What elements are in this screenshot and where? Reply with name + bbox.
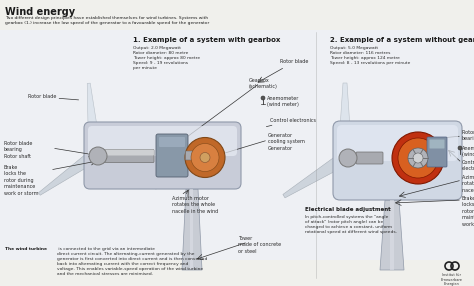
FancyBboxPatch shape [84, 122, 241, 189]
Text: Rotor blade
bearing
Rotor shaft: Rotor blade bearing Rotor shaft [4, 141, 32, 159]
Polygon shape [190, 189, 193, 270]
Text: Output: 5.0 Megawatt
Rotor diameter: 116 metres
Tower height: approx 124 metre
S: Output: 5.0 Megawatt Rotor diameter: 116… [330, 46, 410, 65]
FancyBboxPatch shape [185, 151, 207, 160]
Text: Two different design principles have established themselves for wind turbines. S: Two different design principles have est… [5, 16, 209, 25]
Polygon shape [338, 83, 352, 158]
FancyBboxPatch shape [429, 140, 445, 148]
FancyBboxPatch shape [333, 121, 462, 200]
Polygon shape [38, 150, 99, 195]
Text: Institut für
Erneuerbare
Energien: Institut für Erneuerbare Energien [441, 273, 463, 286]
Polygon shape [87, 83, 101, 156]
Text: Azimuth motor
rotates the whole
nacelle in the wind: Azimuth motor rotates the whole nacelle … [172, 196, 218, 214]
Text: Azimuth motor
rotates the whole
nacelle in the wind: Azimuth motor rotates the whole nacelle … [462, 175, 474, 193]
Text: is connected to the grid via an intermediate
direct current circuit. The alterna: is connected to the grid via an intermed… [57, 247, 207, 276]
Circle shape [261, 96, 265, 100]
FancyBboxPatch shape [159, 137, 185, 147]
Text: Rotor blade
bearing: Rotor blade bearing [462, 130, 474, 141]
Text: Rotor blade: Rotor blade [28, 94, 79, 100]
FancyBboxPatch shape [97, 150, 154, 162]
Text: Rotor blade: Rotor blade [280, 59, 309, 64]
Text: Control
electronics: Control electronics [462, 160, 474, 171]
Polygon shape [182, 189, 202, 270]
Text: Anemometer
(wind meter): Anemometer (wind meter) [462, 146, 474, 157]
Text: Wind energy: Wind energy [5, 7, 75, 17]
Polygon shape [380, 200, 404, 270]
Circle shape [458, 146, 462, 150]
Text: 2. Example of a system without gearbox: 2. Example of a system without gearbox [330, 37, 474, 43]
Text: Control electronics: Control electronics [266, 118, 316, 127]
Text: In pitch-controlled systems the "angle
of attack" (rotor pitch angle) can be
cha: In pitch-controlled systems the "angle o… [305, 215, 397, 234]
Circle shape [392, 132, 444, 184]
Text: Anemometer
(wind meter): Anemometer (wind meter) [267, 96, 300, 108]
FancyBboxPatch shape [337, 125, 458, 161]
Polygon shape [390, 200, 394, 270]
Polygon shape [283, 152, 349, 198]
Polygon shape [92, 149, 157, 189]
Circle shape [191, 144, 219, 172]
FancyBboxPatch shape [156, 134, 188, 177]
Circle shape [89, 147, 107, 165]
Text: Electrical blade adjustment: Electrical blade adjustment [305, 207, 391, 212]
Circle shape [408, 148, 428, 168]
Circle shape [185, 138, 225, 178]
Text: Gearbox
(schematic): Gearbox (schematic) [249, 78, 278, 90]
FancyBboxPatch shape [88, 126, 237, 156]
Polygon shape [341, 152, 409, 196]
FancyBboxPatch shape [97, 150, 154, 156]
Text: Output: 2.0 Megawatt
Rotor diameter: 80 metre
Tower height: approx 80 metre
Spee: Output: 2.0 Megawatt Rotor diameter: 80 … [133, 46, 200, 70]
FancyBboxPatch shape [427, 137, 447, 167]
FancyBboxPatch shape [356, 152, 383, 164]
Text: Generator
cooling system
Generator: Generator cooling system Generator [268, 133, 305, 151]
Text: 1. Example of a system with gearbox: 1. Example of a system with gearbox [133, 37, 281, 43]
Circle shape [413, 153, 423, 163]
FancyBboxPatch shape [0, 30, 474, 260]
Circle shape [398, 138, 438, 178]
Circle shape [339, 149, 357, 167]
Circle shape [200, 152, 210, 162]
Text: Tower
made of concrete
or steel: Tower made of concrete or steel [238, 236, 281, 254]
Text: Brake
locks the
rotor during
maintenance
work or storm: Brake locks the rotor during maintenance… [4, 165, 38, 196]
Text: The wind turbine: The wind turbine [5, 247, 47, 251]
Text: Brake
locks the
rotor during
maintenance
work or storm: Brake locks the rotor during maintenance… [462, 196, 474, 227]
